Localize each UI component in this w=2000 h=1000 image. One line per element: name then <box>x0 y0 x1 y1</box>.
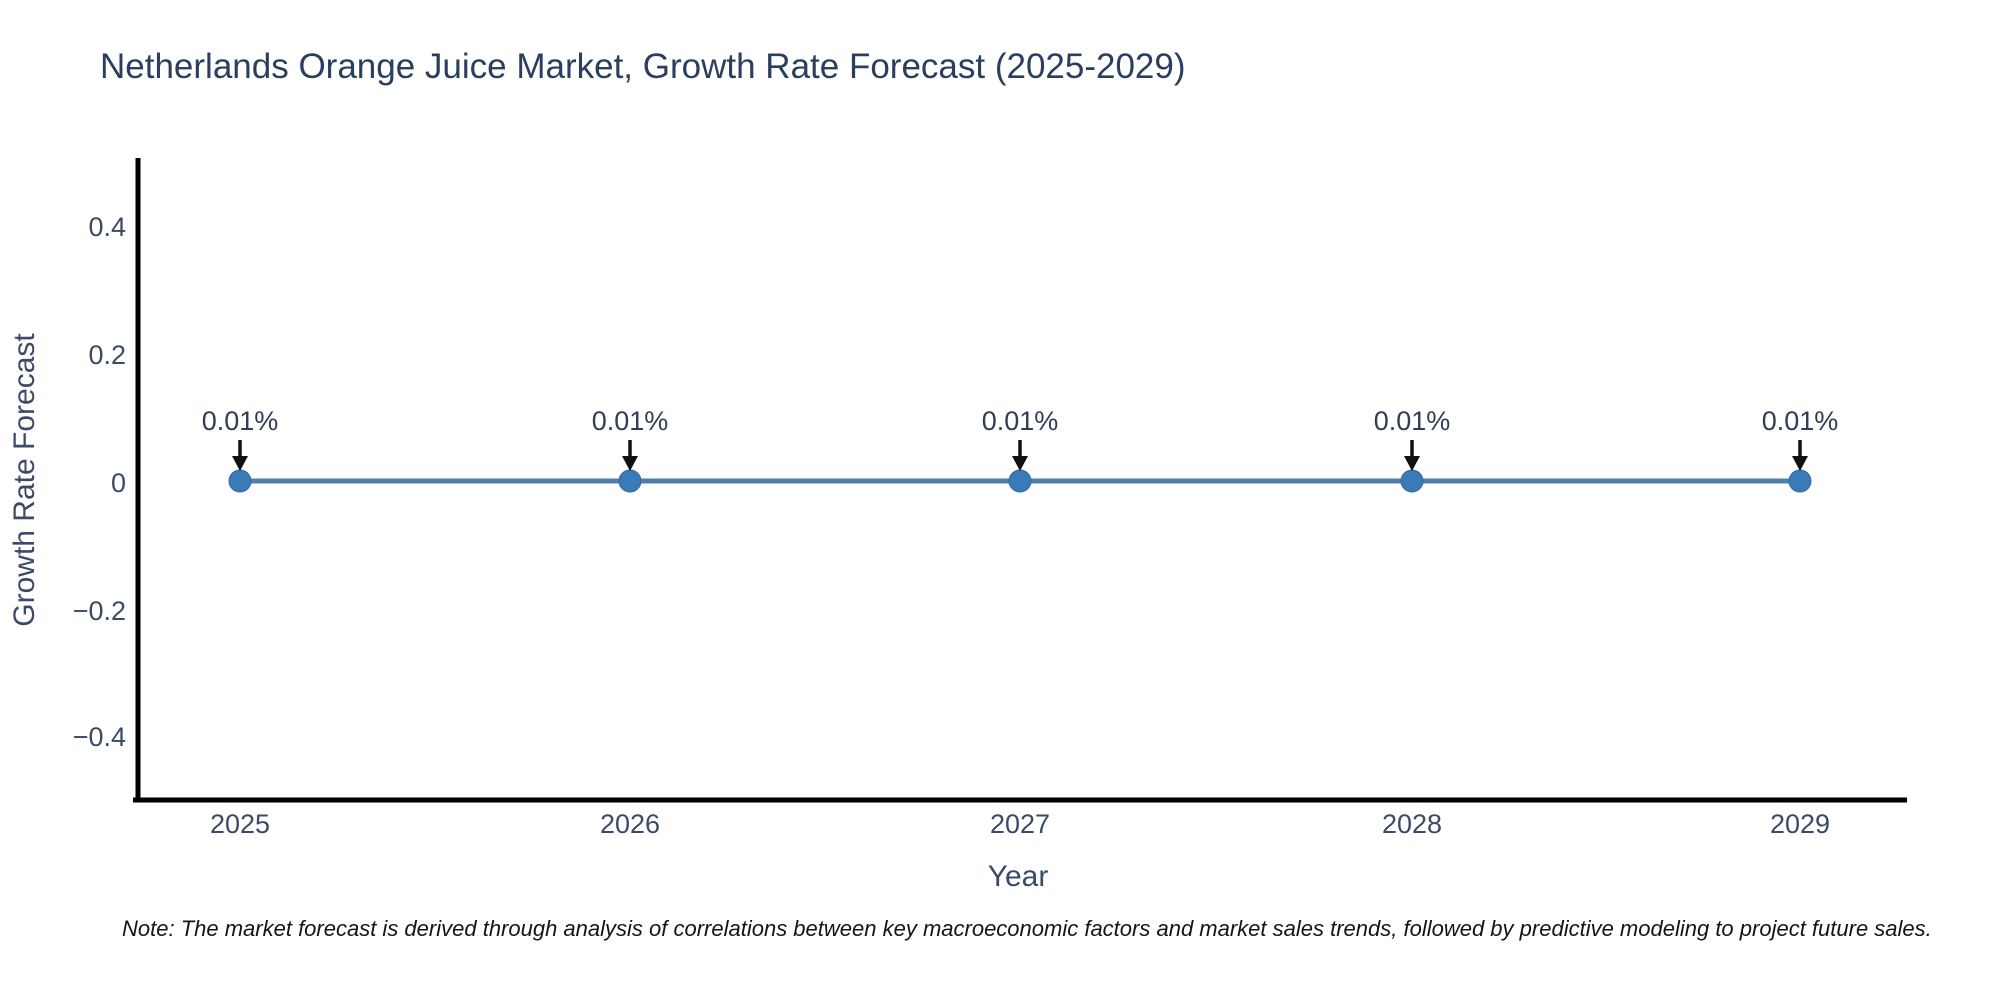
annotation-label: 0.01% <box>592 406 669 436</box>
y-tick-label: 0 <box>111 468 126 498</box>
data-point-marker[interactable] <box>618 469 642 493</box>
data-point-marker[interactable] <box>228 469 252 493</box>
annotation: 0.01% <box>982 406 1059 471</box>
y-tick-label: −0.4 <box>73 722 126 752</box>
x-tick-label: 2027 <box>990 809 1050 839</box>
y-tick-label: 0.4 <box>88 212 126 242</box>
data-point-marker[interactable] <box>1008 469 1032 493</box>
data-point-marker[interactable] <box>1400 469 1424 493</box>
y-axis-label: Growth Rate Forecast <box>8 333 41 627</box>
annotation: 0.01% <box>1374 406 1451 471</box>
y-tick-label: 0.2 <box>88 340 126 370</box>
annotation: 0.01% <box>1762 406 1839 471</box>
x-tick-label: 2025 <box>210 809 270 839</box>
annotation-arrowhead-icon <box>232 456 248 471</box>
x-tick-label: 2026 <box>600 809 660 839</box>
annotation-arrowhead-icon <box>1792 456 1808 471</box>
data-point-marker[interactable] <box>1788 469 1812 493</box>
annotation: 0.01% <box>202 406 279 471</box>
x-tick-label: 2028 <box>1382 809 1442 839</box>
annotation-arrowhead-icon <box>1012 456 1028 471</box>
x-tick-label: 2029 <box>1770 809 1830 839</box>
annotation-label: 0.01% <box>982 406 1059 436</box>
y-tick-label: −0.2 <box>73 596 126 626</box>
y-axis-ticks: 0.4 0.2 0 −0.2 −0.4 <box>73 212 126 752</box>
footnote: Note: The market forecast is derived thr… <box>122 916 1932 941</box>
chart-title: Netherlands Orange Juice Market, Growth … <box>100 47 1186 86</box>
annotation-label: 0.01% <box>202 406 279 436</box>
annotation-arrowhead-icon <box>622 456 638 471</box>
annotation-arrowhead-icon <box>1404 456 1420 471</box>
annotation: 0.01% <box>592 406 669 471</box>
data-points <box>228 469 1812 493</box>
annotations: 0.01% 0.01% 0.01% 0.01% 0.01% <box>202 406 1839 471</box>
x-axis-ticks: 2025 2026 2027 2028 2029 <box>210 809 1830 839</box>
annotation-label: 0.01% <box>1762 406 1839 436</box>
annotation-label: 0.01% <box>1374 406 1451 436</box>
x-axis-label: Year <box>988 860 1049 893</box>
